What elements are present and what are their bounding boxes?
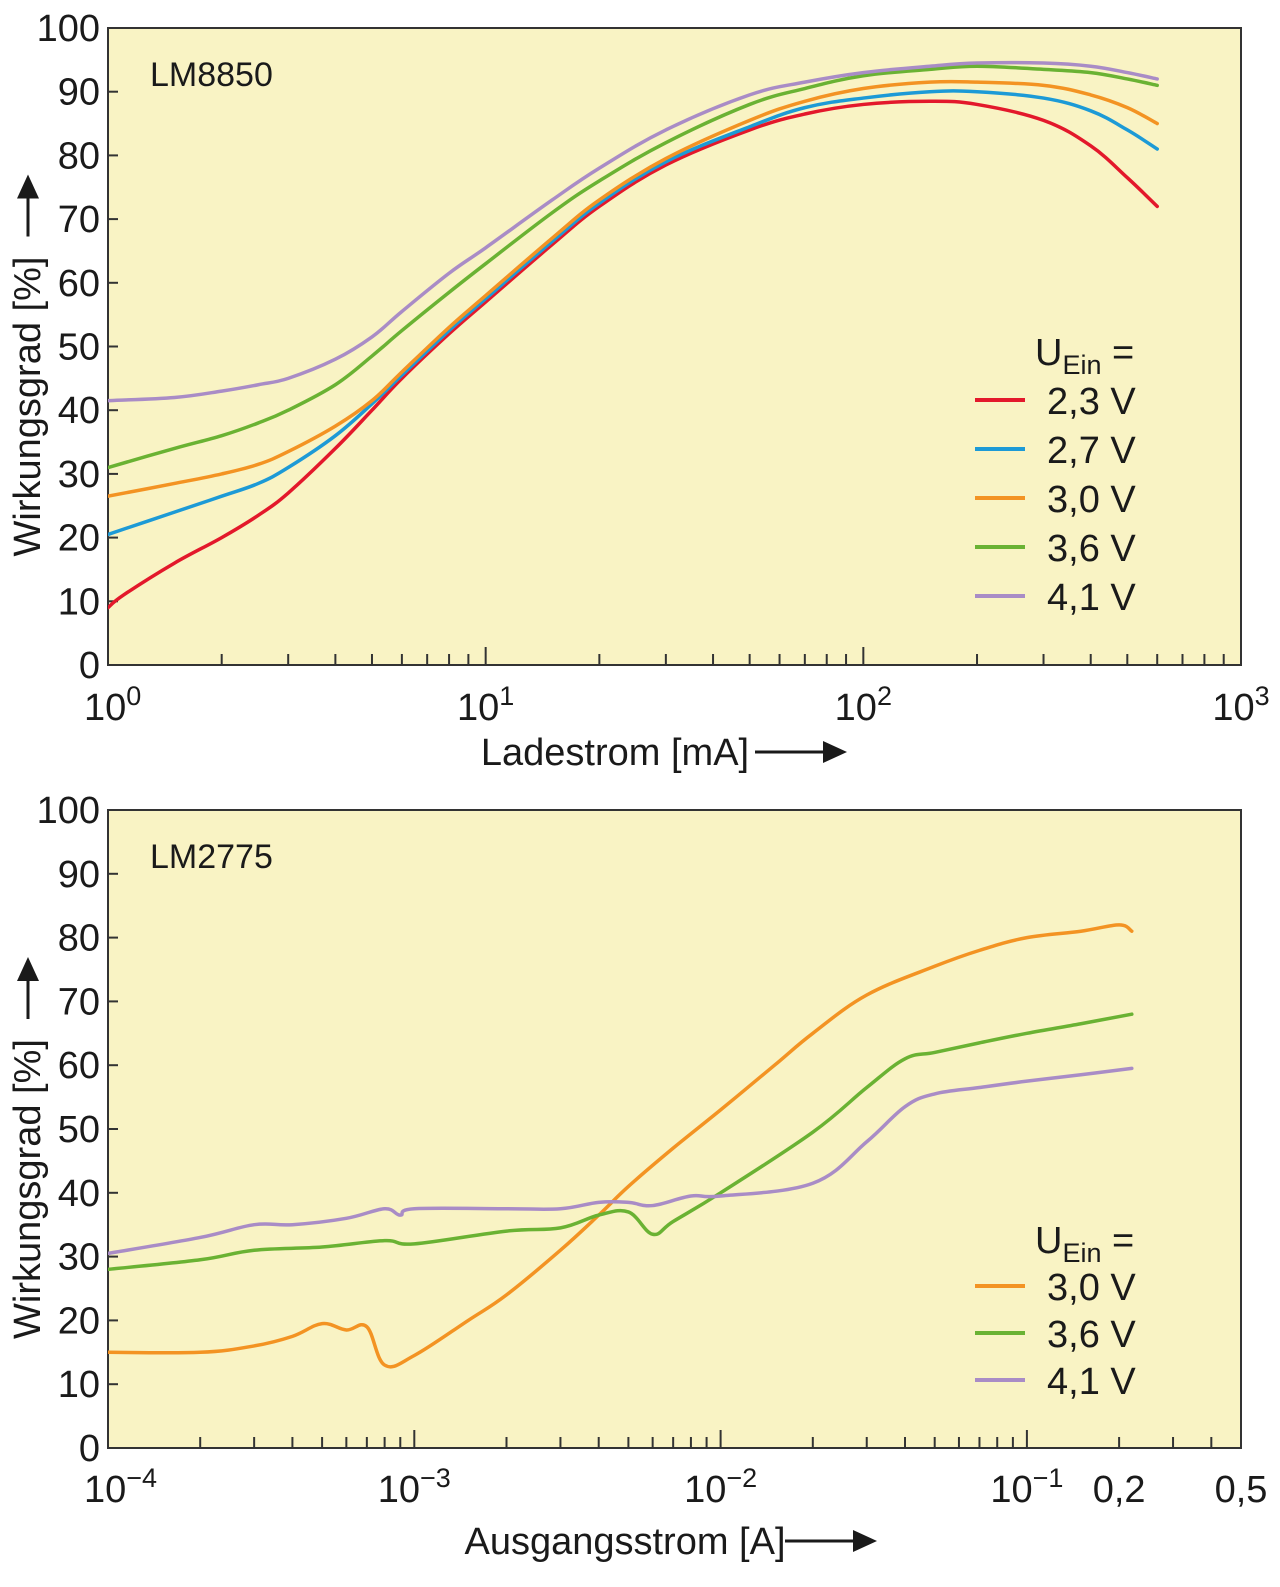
y-tick-label: 20 [58, 518, 100, 560]
plot-area [107, 809, 1242, 1449]
y-tick-label: 40 [58, 390, 100, 432]
x-axis-label: Ausgangsstrom [A] [464, 1521, 785, 1563]
legend-label: 3,0 V [1047, 479, 1136, 521]
y-tick-label: 80 [58, 918, 100, 960]
legend-label: 3,0 V [1047, 1267, 1136, 1309]
y-tick-label: 70 [58, 199, 100, 241]
y-tick-label: 90 [58, 854, 100, 896]
x-tick-label: 101 [457, 681, 514, 729]
legend: UEin =3,0 V 3,6 V 4,1 V [975, 1220, 1136, 1403]
series-line-4,1 V [108, 60, 1159, 403]
x-axis-arrow-head [823, 741, 847, 763]
y-tick-label: 100 [37, 790, 100, 832]
chart-title: LM2775 [150, 838, 273, 876]
y-tick-label: 60 [58, 263, 100, 305]
y-tick-label: 80 [58, 135, 100, 177]
y-tick-label: 50 [58, 1109, 100, 1151]
x-tick-label: 10−3 [378, 1463, 451, 1511]
series-line-2,7 V [108, 89, 1159, 537]
plot-area [107, 27, 1242, 666]
y-axis-label: Wirkungsgrad [%] [7, 257, 49, 557]
y-tick-label: 50 [58, 327, 100, 369]
y-tick-label: 60 [58, 1045, 100, 1087]
x-tick-label: 102 [835, 681, 892, 729]
chart-title: LM8850 [150, 56, 273, 94]
x-tick-label: 100 [84, 681, 141, 729]
x-axis-label: Ladestrom [mA] [481, 732, 749, 774]
x-tick-label: 0,5 [1215, 1469, 1268, 1511]
series-line-3,6 V [108, 64, 1159, 470]
y-axis-arrow-head [17, 957, 39, 981]
y-tick-label: 0 [79, 1428, 100, 1470]
series-line-3,6 V [108, 1012, 1134, 1272]
y-tick-label: 70 [58, 981, 100, 1023]
chart-LM2775: 0 10 20 30 40 50 60 70 80 90 100 10−4 10−3 10−2 10−1 0,… [7, 790, 1267, 1563]
legend-label: 4,1 V [1047, 1361, 1136, 1403]
legend-title: UEin = [1035, 1220, 1134, 1268]
chart-LM8850: 0 10 20 30 40 50 60 70 80 90 100 100 101 102 103 LM8850… [7, 8, 1270, 774]
legend-label: 2,7 V [1047, 430, 1136, 472]
x-tick-label: 0,2 [1093, 1469, 1146, 1511]
legend-label: 2,3 V [1047, 381, 1136, 423]
series-line-2,3 V [108, 99, 1159, 610]
x-tick-label: 10−2 [684, 1463, 757, 1511]
y-tick-label: 90 [58, 72, 100, 114]
y-tick-label: 30 [58, 454, 100, 496]
y-axis-arrow-head [17, 174, 39, 199]
legend: UEin =2,3 V 2,7 V 3,0 V 3,6 V 4,1 V [975, 332, 1136, 619]
y-tick-label: 0 [79, 645, 100, 687]
series-line-4,1 V [108, 1066, 1134, 1256]
legend-label: 3,6 V [1047, 1314, 1136, 1356]
x-tick-label: 10−1 [990, 1463, 1063, 1511]
x-tick-label: 103 [1212, 681, 1269, 729]
y-tick-label: 100 [37, 8, 100, 50]
legend-label: 4,1 V [1047, 577, 1136, 619]
y-axis-label: Wirkungsgrad [%] [7, 1039, 49, 1339]
y-tick-label: 30 [58, 1237, 100, 1279]
legend-title: UEin = [1035, 332, 1134, 380]
legend-label: 3,6 V [1047, 528, 1136, 570]
y-tick-label: 20 [58, 1300, 100, 1342]
series-line-3,0 V [108, 79, 1159, 498]
y-tick-label: 10 [58, 1364, 100, 1406]
y-tick-label: 10 [58, 581, 100, 623]
x-tick-label: 10−4 [84, 1463, 157, 1511]
x-axis-arrow-head [853, 1530, 877, 1552]
y-tick-label: 40 [58, 1173, 100, 1215]
